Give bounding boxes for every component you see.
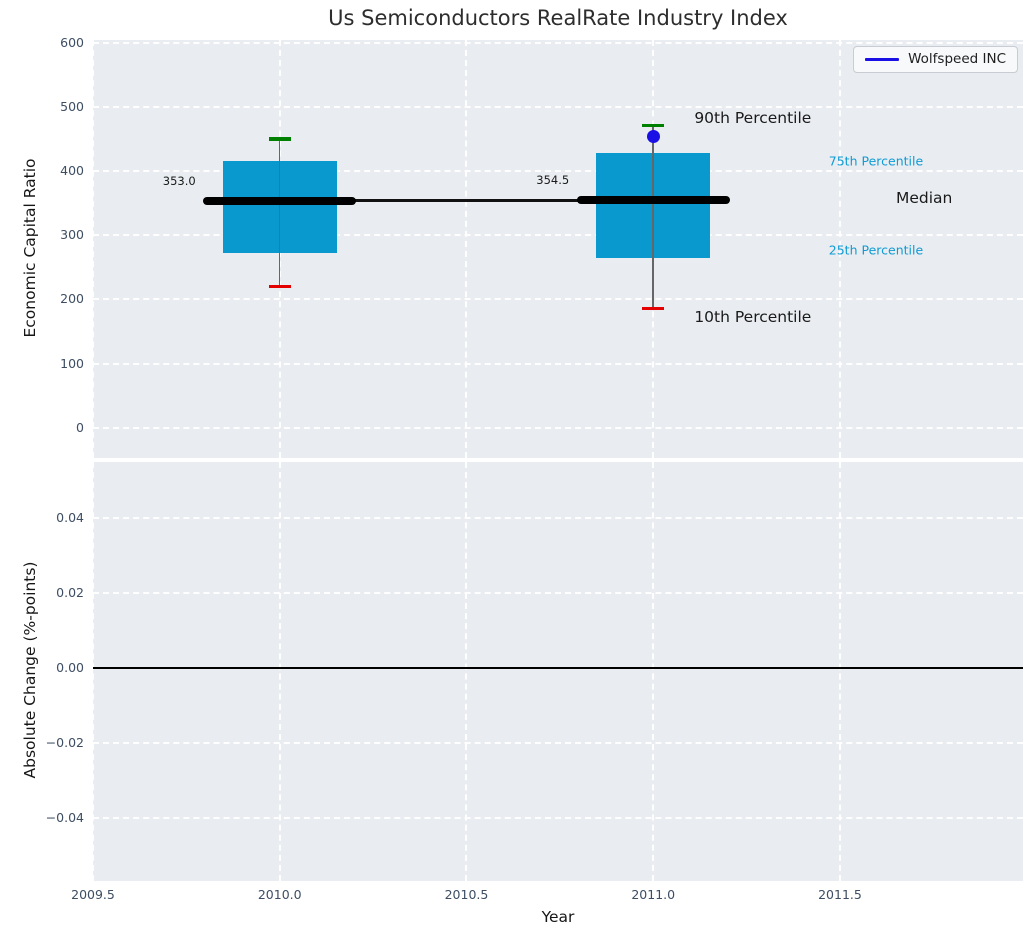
xtick-label: 2011.5	[818, 887, 862, 902]
gridline-h	[93, 41, 1023, 44]
gridline-h	[93, 741, 1023, 744]
whisker-cap-10-2011	[642, 306, 665, 311]
gridline-h	[93, 816, 1023, 819]
ytick-label: 0.00	[56, 659, 84, 675]
median-value-label-2010: 353.0	[162, 174, 196, 189]
gridline-v	[465, 462, 468, 881]
whisker-line-2011	[652, 125, 654, 309]
gridline-h	[93, 516, 1023, 519]
whisker-cap-90-2010	[268, 137, 291, 141]
top-plot-area: Wolfspeed INC 353.0 354.5 90th Percentile 7…	[92, 40, 1023, 458]
annotation-10th-percentile: 10th Percentile	[694, 307, 812, 326]
annotation-75th-percentile: 75th Percentile	[828, 153, 924, 169]
xtick-label: 2010.5	[444, 887, 489, 902]
gridline-v	[465, 40, 468, 458]
median-trend-line	[279, 199, 654, 203]
gridline-h	[93, 105, 1023, 108]
whisker-cap-90-2011	[642, 123, 665, 128]
x-axis-label: Year	[541, 908, 575, 926]
median-line-segment-2010	[203, 197, 357, 206]
legend-label: Wolfspeed INC	[908, 51, 1006, 67]
ytick-label: 300	[60, 227, 84, 243]
ytick-label: 0	[76, 419, 84, 435]
xtick-label: 2009.5	[71, 887, 115, 902]
legend[interactable]: Wolfspeed INC	[853, 46, 1018, 73]
xtick-label: 2010.0	[257, 887, 302, 902]
annotation-90th-percentile: 90th Percentile	[694, 108, 812, 127]
xtick-label: 2011.0	[631, 887, 676, 902]
legend-line-sample	[865, 57, 900, 61]
gridline-v	[278, 462, 281, 881]
whisker-line-2010	[278, 138, 281, 287]
gridline-v	[838, 462, 841, 881]
ytick-label: 500	[60, 98, 84, 114]
ytick-label: 0.04	[56, 509, 84, 525]
gridline-v	[838, 40, 841, 458]
bottom-plot-area	[92, 462, 1023, 881]
ytick-label: 200	[60, 291, 84, 307]
median-line-segment-2011	[576, 196, 730, 205]
ytick-label: 400	[60, 162, 84, 178]
ytick-label: 600	[60, 34, 84, 50]
gridline-v	[652, 462, 655, 881]
median-value-label-2011: 354.5	[536, 173, 570, 188]
ytick-label: 100	[60, 355, 84, 371]
gridline-h	[93, 362, 1023, 365]
zero-line	[93, 666, 1023, 669]
gridline-h	[93, 234, 1023, 237]
chart-title: Us Semiconductors RealRate Industry Inde…	[328, 6, 788, 30]
gridline-h	[93, 298, 1023, 301]
gridline-v	[92, 40, 94, 458]
gridline-v	[92, 462, 94, 881]
ytick-label: 0.02	[56, 584, 84, 600]
whisker-cap-10-2010	[268, 284, 291, 289]
gridline-h	[93, 591, 1023, 594]
gridline-h	[93, 426, 1023, 429]
annotation-25th-percentile: 25th Percentile	[828, 242, 924, 258]
annotation-median: Median	[896, 188, 953, 207]
gridline-h	[93, 169, 1023, 172]
ytick-label: −0.02	[45, 734, 84, 750]
ytick-label: −0.04	[45, 809, 84, 825]
wolfspeed-point	[646, 129, 660, 143]
